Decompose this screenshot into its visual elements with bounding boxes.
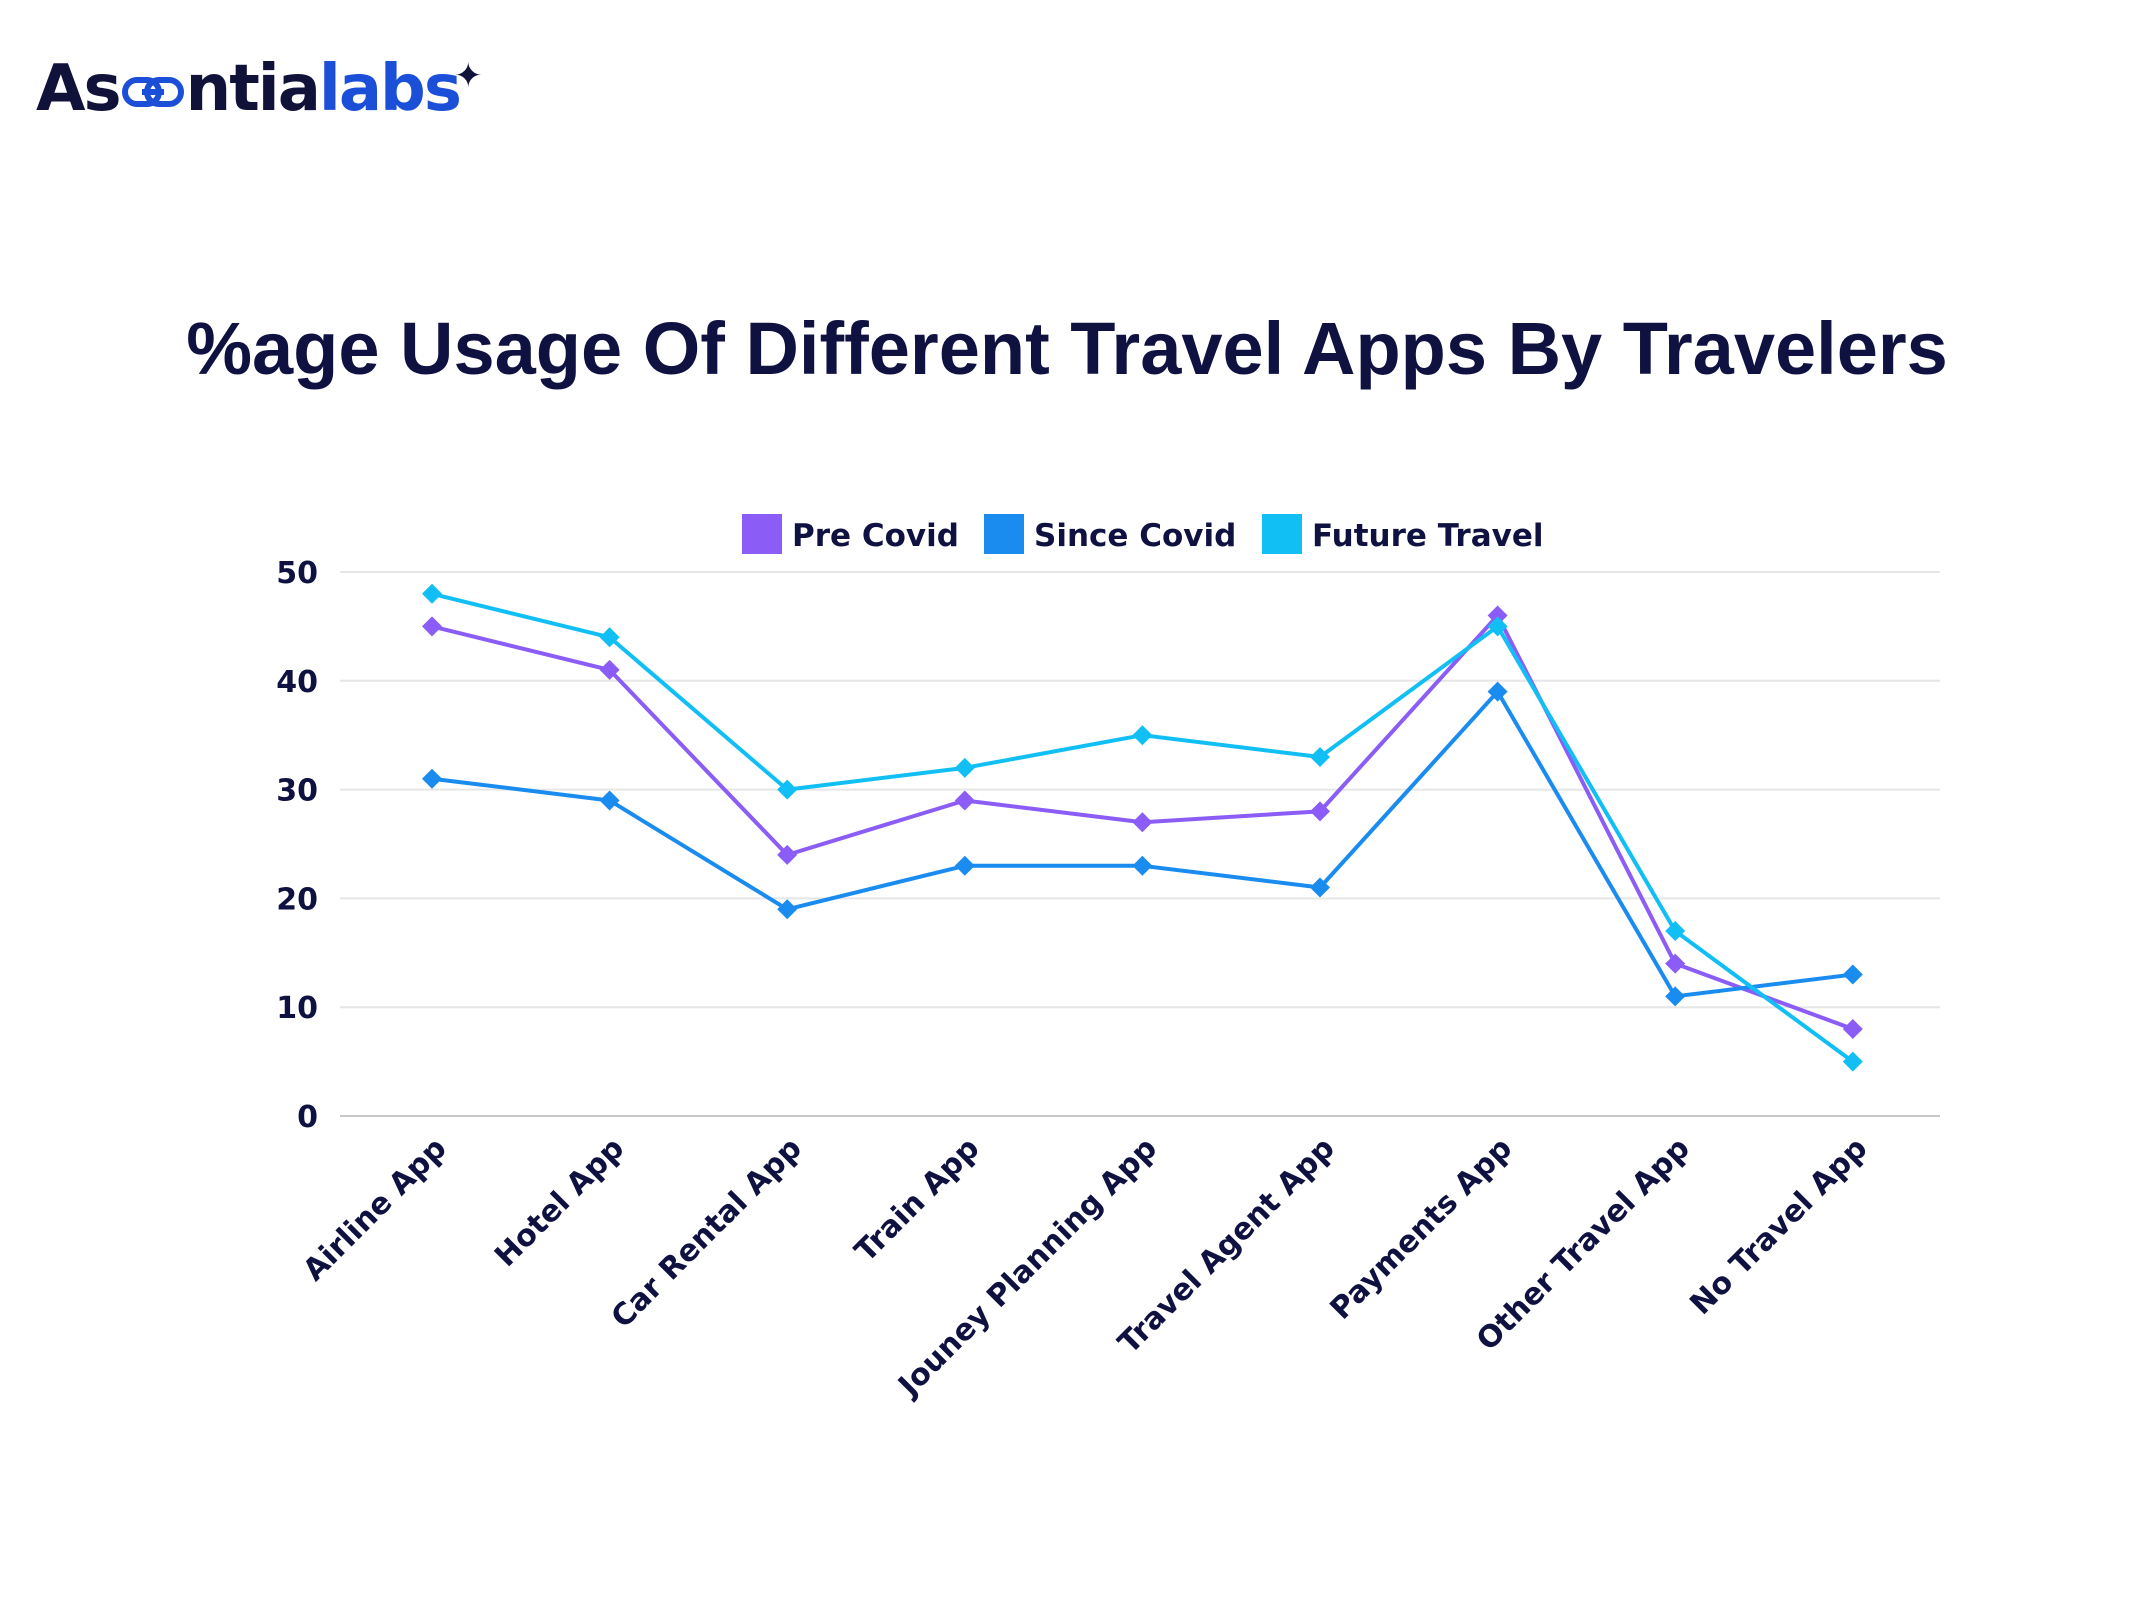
y-tick-label: 40: [276, 665, 318, 700]
x-tick-label: Payments App: [1323, 1131, 1519, 1327]
grid-lines: [340, 571, 1940, 1117]
data-point-marker: [777, 844, 798, 865]
data-point-marker: [1842, 964, 1863, 985]
series: [422, 583, 1863, 1072]
data-point-marker: [1665, 921, 1686, 942]
sparkle-icon: ✦: [454, 56, 483, 96]
x-tick-label: Hotel App: [488, 1131, 631, 1274]
data-point-marker: [1132, 855, 1153, 876]
data-point-marker: [422, 583, 442, 604]
x-tick-label: Train App: [848, 1131, 986, 1269]
data-point-marker: [422, 768, 442, 789]
data-point-marker: [1310, 801, 1330, 822]
y-axis-ticks: 0 10 20 30 40 50: [276, 556, 318, 1135]
legend: Pre Covid Since Covid Future Travel: [742, 514, 1544, 554]
data-point-marker: [599, 627, 620, 648]
data-point-marker: [954, 757, 975, 778]
data-point-marker: [954, 790, 975, 811]
series: [422, 605, 1863, 1039]
data-point-marker: [599, 790, 620, 811]
data-point-marker: [1132, 725, 1153, 746]
legend-label: Pre Covid: [792, 518, 959, 554]
legend-label: Future Travel: [1312, 518, 1544, 554]
data-point-marker: [599, 659, 620, 680]
data-point-marker: [1665, 986, 1686, 1007]
data-point-marker: [1665, 953, 1686, 974]
y-tick-label: 50: [276, 556, 318, 591]
legend-swatch: [984, 514, 1024, 554]
ascentialabs-logo: As ntialabs ✦: [36, 52, 483, 142]
data-point-marker: [954, 855, 975, 876]
data-point-marker: [777, 779, 798, 800]
data-point-marker: [422, 616, 442, 637]
x-tick-label: No Travel App: [1683, 1131, 1874, 1322]
y-tick-label: 20: [276, 882, 318, 917]
legend-swatch: [1262, 514, 1302, 554]
y-tick-label: 0: [297, 1100, 318, 1135]
data-point-marker: [1487, 605, 1508, 626]
legend-swatch: [742, 514, 782, 554]
x-tick-label: Airline App: [297, 1131, 454, 1288]
data-point-marker: [1487, 681, 1508, 702]
link-icon: [121, 77, 184, 107]
series-lines: [422, 583, 1863, 1072]
data-point-marker: [1842, 1051, 1863, 1072]
data-point-marker: [1842, 1018, 1863, 1039]
x-tick-label: Car Rental App: [605, 1131, 809, 1335]
data-point-marker: [1132, 812, 1153, 833]
data-point-marker: [1310, 746, 1330, 767]
data-point-marker: [1487, 616, 1508, 637]
series: [422, 681, 1863, 1007]
y-tick-label: 30: [276, 774, 318, 809]
y-tick-label: 10: [276, 991, 318, 1026]
data-point-marker: [1310, 877, 1330, 898]
legend-label: Since Covid: [1034, 518, 1236, 554]
data-point-marker: [777, 899, 798, 920]
logo-wordmark: As ntialabs: [36, 52, 462, 126]
chart-title: %age Usage Of Different Travel Apps By T…: [186, 307, 1948, 390]
